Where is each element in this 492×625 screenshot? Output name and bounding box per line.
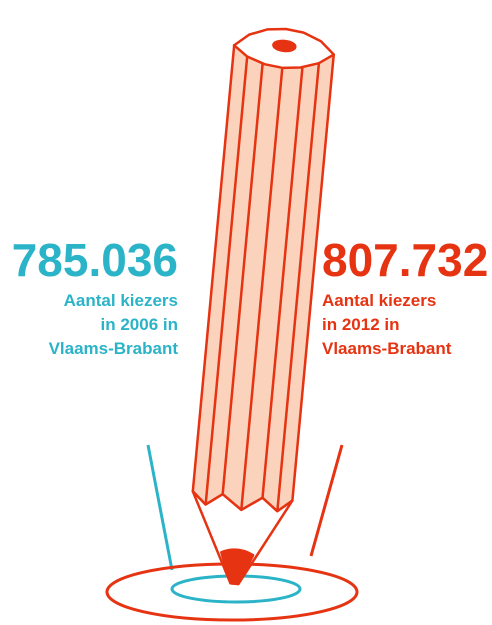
left-label: Vlaams-Brabant (49, 339, 179, 358)
right-pointer (309, 444, 344, 557)
right-label: Aantal kiezers (322, 291, 436, 310)
left-label: in 2006 in (101, 315, 178, 334)
right-label: in 2012 in (322, 315, 399, 334)
right-number: 807.732 (322, 234, 488, 286)
left-label: Aantal kiezers (64, 291, 178, 310)
pencil (191, 27, 336, 586)
left-pointer (146, 444, 174, 571)
left-number: 785.036 (12, 234, 178, 286)
right-label: Vlaams-Brabant (322, 339, 452, 358)
